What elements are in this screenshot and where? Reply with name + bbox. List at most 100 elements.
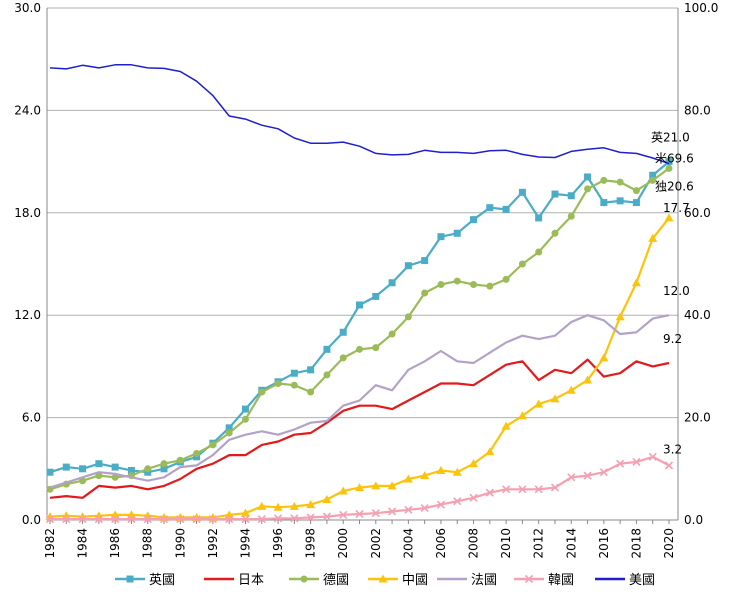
legend-item-中國: 中國 [368,573,428,588]
legend-label: 美國 [629,573,655,588]
marker-stroke [257,515,266,524]
x-tick-label: 2010 [499,528,513,559]
data-point [567,212,575,220]
data-point [371,481,381,490]
marker-stroke [208,515,217,524]
x-tick-label: 2020 [662,528,676,559]
y-right-tick-label: 60.0 [684,206,711,220]
data-point [566,385,576,394]
legend-label: 法國 [471,573,497,588]
data-point [289,501,299,510]
data-point [45,515,55,524]
series-韓國 [45,452,674,524]
legend-label: 德國 [323,573,349,588]
data-point [631,278,641,287]
marker-stroke [355,509,364,519]
legend-label: 中國 [402,573,428,588]
data-point [421,257,429,265]
marker-stroke [127,515,136,524]
y-right-tick-label: 100.0 [684,1,718,15]
end-label-韓國: 3.2 [663,442,682,456]
data-point [436,466,446,475]
data-point [485,447,495,456]
data-point [469,459,479,468]
x-tick-label: 2004 [401,528,415,559]
data-point [111,473,119,481]
marker-stroke [273,514,283,523]
end-label-美國: 米69.6 [655,152,694,166]
data-point [648,233,658,242]
data-point [258,388,266,396]
x-tick-label: 2014 [564,528,578,559]
data-point [290,381,298,389]
marker-stroke [78,515,87,524]
end-label-法國: 12.0 [663,284,690,298]
legend-marker [378,574,388,583]
data-point [94,515,103,524]
data-point [290,514,299,523]
data-point [176,515,185,524]
data-point [371,509,380,518]
series-line [49,358,670,499]
data-point [469,493,478,502]
x-tick-label: 2000 [336,528,350,559]
data-point [420,471,430,480]
y-left-tick-label: 0.0 [22,513,41,527]
x-tick-label: 1996 [271,528,285,559]
data-point [453,497,462,506]
y-left-tick-label: 18.0 [14,206,41,220]
data-point [356,301,363,309]
data-point [355,483,364,492]
data-point [453,229,461,237]
data-point [664,213,674,222]
marker-stroke [485,488,494,497]
data-point [388,279,396,287]
data-point [403,474,413,483]
series-美國 [49,64,670,165]
marker-stroke [453,497,462,506]
x-tick-label: 1994 [238,528,252,559]
legend-marker [524,574,534,584]
x-tick-label: 2018 [629,528,643,559]
data-point [257,515,266,524]
data-point [257,501,267,510]
data-point [388,330,396,338]
marker-stroke [225,515,234,524]
data-point [306,513,315,522]
data-point [322,495,332,504]
data-point [111,463,119,471]
data-point [322,512,331,521]
data-point [535,214,543,222]
data-point [143,515,152,524]
x-tick-label: 1982 [43,528,57,559]
data-point [240,508,250,517]
x-tick-label: 1988 [141,528,155,559]
data-point [535,248,543,256]
data-point [273,514,283,523]
x-tick-label: 2016 [597,528,611,559]
data-point [452,467,462,476]
data-point [62,515,71,524]
series-line [49,167,670,491]
data-point [517,411,527,420]
x-tick-label: 1990 [173,528,187,559]
series-layer [45,64,674,524]
data-point [208,515,217,524]
marker-stroke [94,515,103,524]
data-point [159,515,169,524]
data-point [339,328,347,336]
data-point [290,369,298,377]
y-right-tick-label: 80.0 [684,103,711,117]
series-日本 [49,358,670,499]
data-point [550,394,560,403]
marker-stroke [45,515,55,524]
data-point [79,465,87,473]
data-point [323,345,331,353]
data-point [437,280,445,288]
y-left-tick-label: 12.0 [14,308,41,322]
data-point [404,505,413,514]
data-point [518,188,526,196]
legend-item-日本: 日本 [204,573,264,588]
data-point [665,158,673,166]
